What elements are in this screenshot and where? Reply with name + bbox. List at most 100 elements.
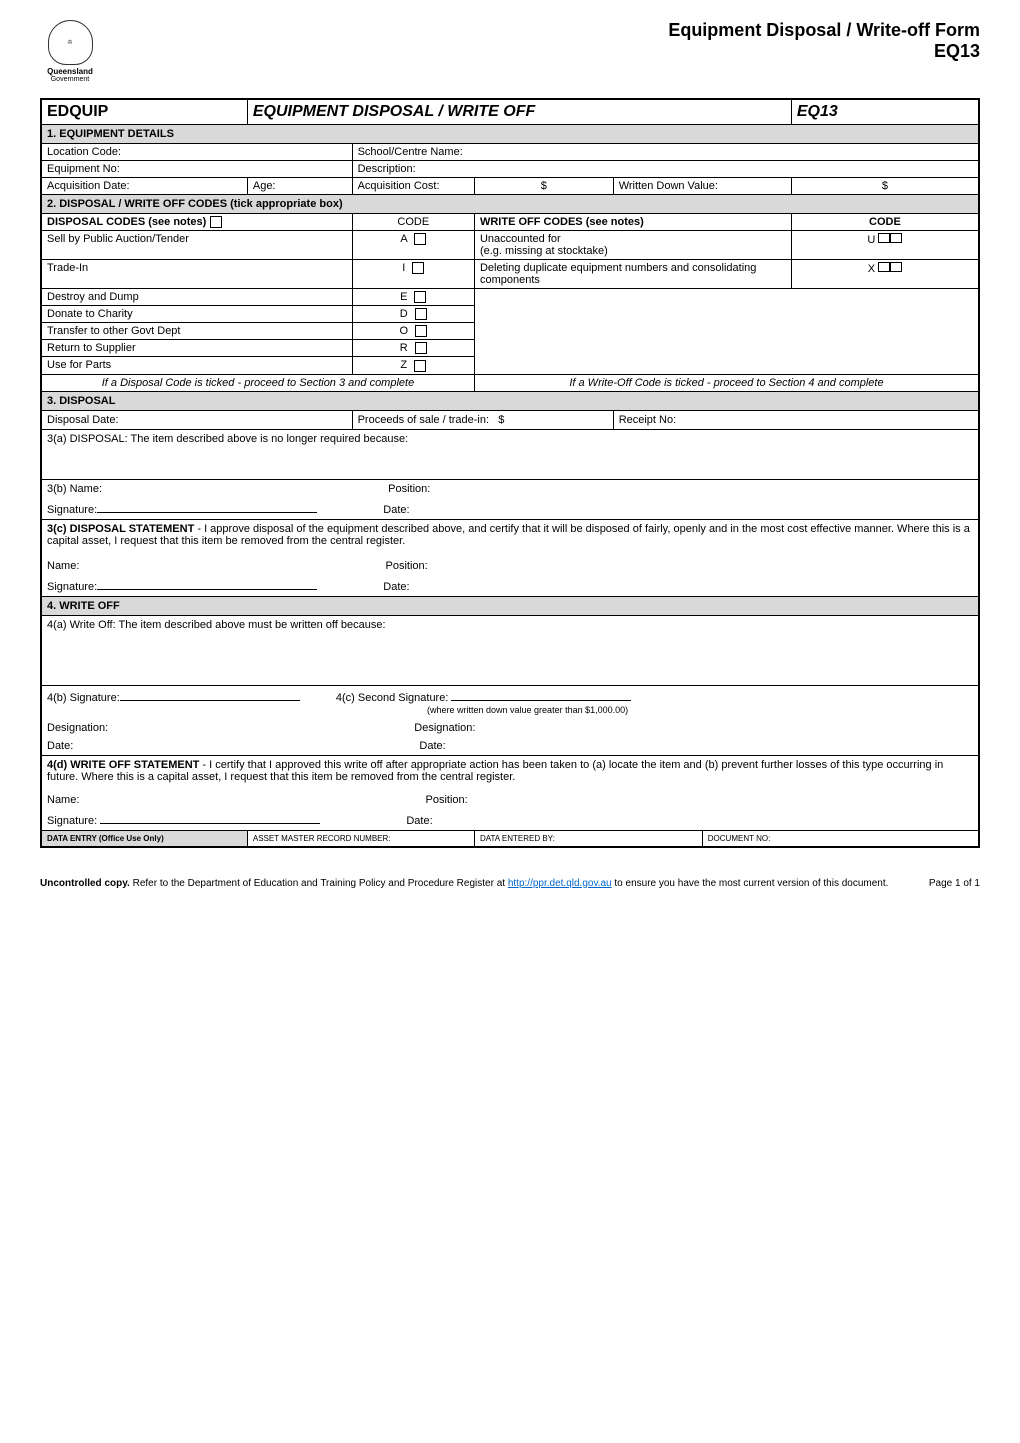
logo-subtitle: Government — [51, 76, 90, 83]
description-label: Description: — [352, 161, 979, 178]
date-label-3c: Date: — [383, 581, 409, 593]
disposal-code-z: Z — [400, 359, 407, 371]
signature-label-3c: Signature: — [47, 581, 97, 593]
header-title-block: Equipment Disposal / Write-off Form EQ13 — [100, 20, 980, 62]
disposal-option-label: Destroy and Dump — [41, 289, 352, 306]
disposal-option-label: Return to Supplier — [41, 340, 352, 357]
signature-label-4c: 4(c) Second Signature: — [336, 692, 449, 704]
disposal-code-r: R — [400, 342, 408, 354]
checkbox-x[interactable] — [878, 262, 902, 272]
page-number: Page 1 of 1 — [929, 878, 980, 889]
checkbox-d[interactable] — [415, 308, 427, 320]
disposal-option-label: Sell by Public Auction/Tender — [41, 231, 352, 260]
section4-header: 4. WRITE OFF — [41, 596, 979, 615]
dollar-sign-3: $ — [498, 414, 504, 426]
disposal-reason-field[interactable]: 3(a) DISPOSAL: The item described above … — [41, 429, 979, 479]
footer-link[interactable]: http://ppr.det.qld.gov.au — [508, 878, 612, 889]
disposal-statement-label: 3(c) DISPOSAL STATEMENT — [47, 523, 194, 535]
disposal-code-a: A — [400, 233, 407, 245]
code-column-header-1: CODE — [352, 214, 474, 231]
date-label-3b: Date: — [383, 504, 409, 516]
writtendown-label: Written Down Value: — [613, 178, 791, 195]
school-name-label: School/Centre Name: — [352, 144, 979, 161]
dollar-sign-1: $ — [474, 178, 613, 195]
disposal-option-label: Donate to Charity — [41, 306, 352, 323]
logo-name: Queensland — [47, 67, 93, 76]
date-label-4-2: Date: — [419, 740, 445, 752]
signature-label-4d: Signature: — [47, 815, 97, 827]
writeoff-code-x: X — [868, 263, 875, 275]
form-title: Equipment Disposal / Write-off Form — [100, 20, 980, 41]
name-label-3b: 3(b) Name: — [47, 483, 102, 495]
disposal-date-label: Disposal Date: — [41, 410, 352, 429]
asset-master-label: ASSET MASTER RECORD NUMBER: — [247, 830, 474, 847]
qld-gov-logo: ♔ Queensland Government — [40, 20, 100, 90]
footer-mid: Refer to the Department of Education and… — [133, 878, 508, 889]
disposal-code-d: D — [400, 308, 408, 320]
checkbox-a[interactable] — [414, 233, 426, 245]
hint-checkbox-icon — [210, 216, 222, 228]
signature-line-4d[interactable] — [100, 812, 320, 824]
date-label-4d: Date: — [406, 815, 432, 827]
disposal-instruction: If a Disposal Code is ticked - proceed t… — [41, 374, 474, 391]
disposal-option-label: Trade-In — [41, 260, 352, 289]
disposal-codes-heading: DISPOSAL CODES (see notes) — [47, 216, 206, 228]
second-sig-note: (where written down value greater than $… — [427, 705, 628, 715]
checkbox-r[interactable] — [415, 342, 427, 354]
disposal-option-label: Use for Parts — [41, 357, 352, 374]
equipment-no-label: Equipment No: — [41, 161, 352, 178]
entered-by-label: DATA ENTERED BY: — [474, 830, 702, 847]
date-label-4-1: Date: — [47, 740, 73, 752]
checkbox-o[interactable] — [415, 325, 427, 337]
checkbox-z[interactable] — [414, 360, 426, 372]
acq-cost-label: Acquisition Cost: — [352, 178, 474, 195]
code-column-header-2: CODE — [869, 216, 901, 228]
signature-label-4b: 4(b) Signature: — [47, 692, 120, 704]
writeoff-option-label: Unaccounted for (e.g. missing at stockta… — [474, 231, 791, 260]
document-no-label: DOCUMENT NO: — [702, 830, 979, 847]
writeoff-option-label: Deleting duplicate equipment numbers and… — [474, 260, 791, 289]
crest-icon: ♔ — [48, 20, 93, 65]
form-code-cell: EQ13 — [797, 103, 838, 120]
disposal-code-o: O — [399, 325, 408, 337]
checkbox-e[interactable] — [414, 291, 426, 303]
disposal-option-label: Transfer to other Govt Dept — [41, 323, 352, 340]
receipt-no-label: Receipt No: — [613, 410, 979, 429]
location-code-label: Location Code: — [41, 144, 352, 161]
designation-label-2: Designation: — [414, 722, 475, 734]
writeoff-codes-heading: WRITE OFF CODES (see notes) — [480, 216, 644, 228]
writeoff-code-u: U — [867, 234, 875, 246]
name-label-3c: Name: — [47, 560, 79, 572]
checkbox-i[interactable] — [412, 262, 424, 274]
page-header: ♔ Queensland Government Equipment Dispos… — [40, 20, 980, 90]
position-label-4d: Position: — [426, 794, 468, 806]
section2-header: 2. DISPOSAL / WRITE OFF CODES (tick appr… — [41, 195, 979, 214]
writeoff-reason-field[interactable]: 4(a) Write Off: The item described above… — [41, 615, 979, 685]
footer-bold: Uncontrolled copy. — [40, 878, 133, 889]
disposal-code-e: E — [400, 291, 407, 303]
signature-line-3c[interactable] — [97, 578, 317, 590]
form-main-title: EQUIPMENT DISPOSAL / WRITE OFF — [253, 103, 535, 120]
page-footer: Uncontrolled copy. Refer to the Departme… — [40, 878, 980, 889]
data-entry-label: DATA ENTRY (Office Use Only) — [41, 830, 247, 847]
signature-line-3b[interactable] — [97, 501, 317, 513]
proceeds-label: Proceeds of sale / trade-in: — [358, 414, 489, 426]
checkbox-u[interactable] — [878, 233, 902, 243]
acq-date-label: Acquisition Date: — [41, 178, 247, 195]
writeoff-empty-area — [474, 289, 979, 374]
form-code: EQ13 — [100, 41, 980, 62]
signature-line-4c[interactable] — [451, 689, 631, 701]
writeoff-statement-label: 4(d) WRITE OFF STATEMENT — [47, 759, 199, 771]
position-label-3c: Position: — [386, 560, 428, 572]
section1-header: 1. EQUIPMENT DETAILS — [41, 125, 979, 144]
signature-line-4b[interactable] — [120, 689, 300, 701]
age-label: Age: — [247, 178, 352, 195]
form-table: EDQUIP EQUIPMENT DISPOSAL / WRITE OFF EQ… — [40, 98, 980, 848]
dollar-sign-2: $ — [791, 178, 979, 195]
position-label-3b: Position: — [388, 483, 430, 495]
name-label-4d: Name: — [47, 794, 79, 806]
system-label: EDQUIP — [47, 103, 108, 120]
section3-header: 3. DISPOSAL — [41, 391, 979, 410]
footer-post: to ensure you have the most current vers… — [612, 878, 889, 889]
disposal-code-i: I — [402, 262, 405, 274]
